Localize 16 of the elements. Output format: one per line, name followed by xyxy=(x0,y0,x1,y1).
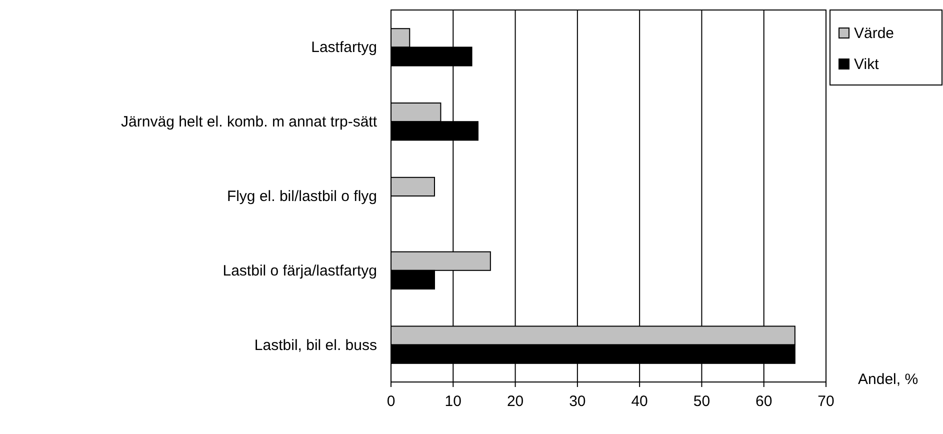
y-tick-label: Järnväg helt el. komb. m annat trp-sätt xyxy=(121,114,378,131)
x-tick-label: 20 xyxy=(506,393,524,410)
x-tick-label: 50 xyxy=(693,393,710,410)
x-tick-label: 40 xyxy=(631,393,648,410)
y-tick-label: Lastbil, bil el. buss xyxy=(254,336,377,354)
x-tick-label: 60 xyxy=(756,393,772,410)
y-tick-label: Lastfartyg xyxy=(311,39,377,56)
legend-label: Vikt xyxy=(854,56,880,73)
x-tick-label: 10 xyxy=(444,393,462,410)
x-tick-label: 0 xyxy=(386,393,396,410)
y-tick-label: Lastbil o färja/lastfartyg xyxy=(222,262,377,280)
y-tick-label: Flyg el. bil/lastbil o flyg xyxy=(226,188,377,205)
x-tick-label: 30 xyxy=(569,393,586,410)
x-tick-label: 70 xyxy=(818,393,834,410)
legend-label: Värde xyxy=(854,25,894,42)
x-axis-title: Andel, % xyxy=(858,371,918,388)
